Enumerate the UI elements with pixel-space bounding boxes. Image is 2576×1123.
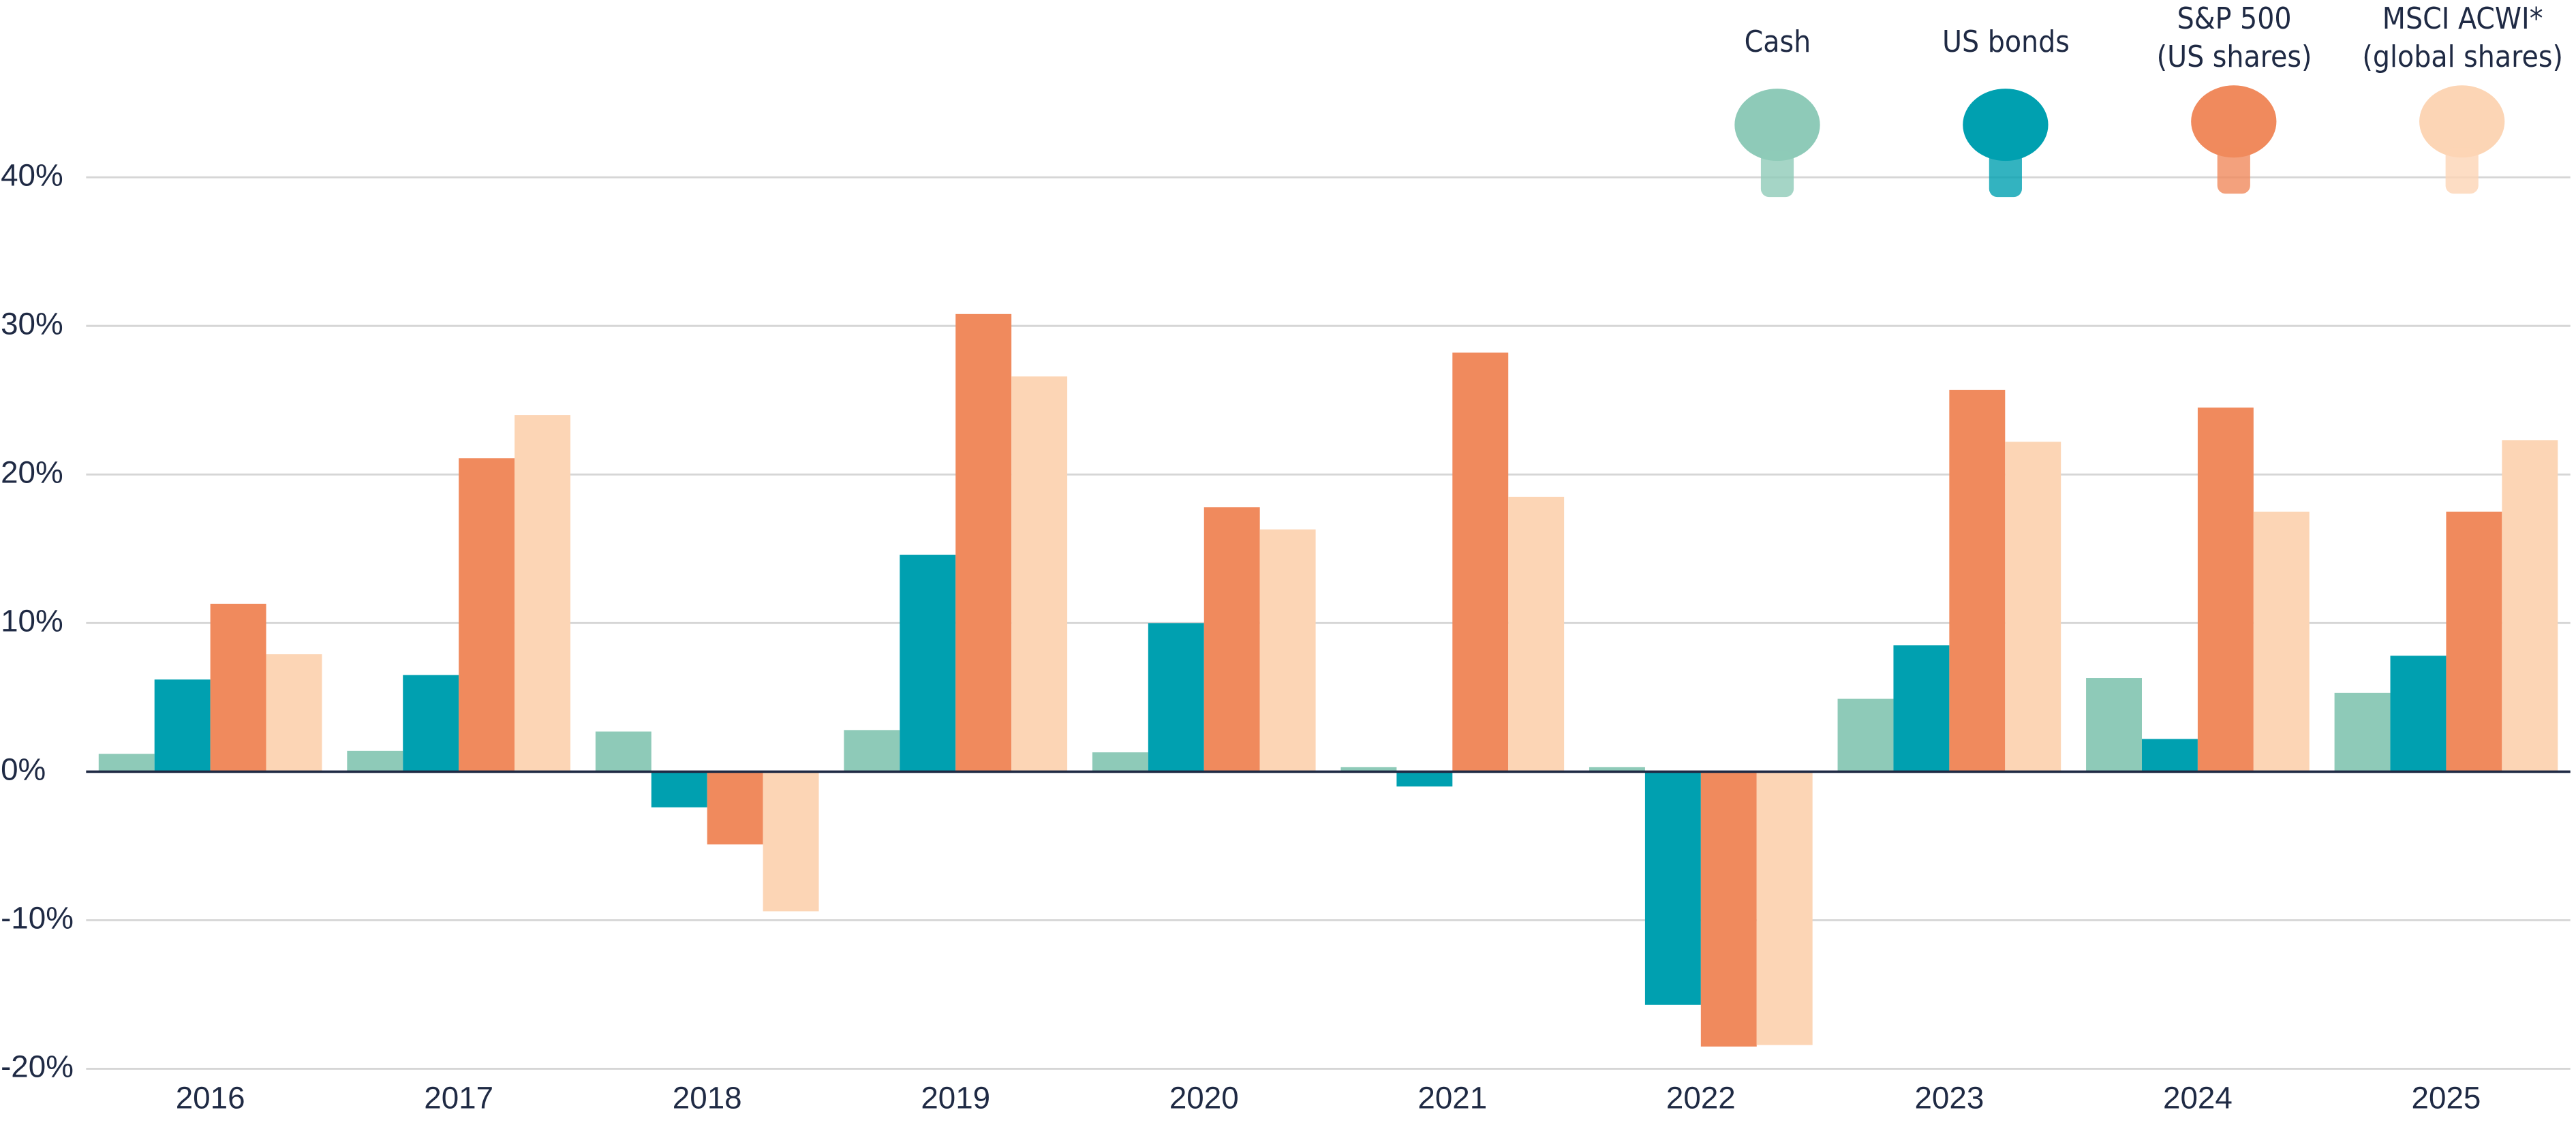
x-tick-label: 2018 [673,1080,742,1115]
bar [2502,440,2558,772]
legend-label: MSCI ACWI* (global shares) [2362,1,2563,74]
bar [2005,442,2061,772]
bar [2253,511,2310,772]
y-tick-label: 40% [1,157,63,192]
bar [763,771,819,912]
bar [844,730,900,772]
legend-figure-legs [1989,151,2022,198]
legend-figure-legs [2217,147,2250,194]
bar [403,675,459,772]
bar [1589,767,1645,772]
bar [1700,771,1757,1047]
x-tick-label: 2022 [1666,1080,1736,1115]
legend-figure-legs [2445,147,2479,194]
bar [1756,771,1813,1045]
x-tick-label: 2021 [1417,1080,1487,1115]
bar [1148,623,1204,772]
y-tick-label: 20% [1,455,63,489]
bar [900,555,956,772]
y-tick-label: -10% [1,901,74,936]
bar [1092,752,1148,772]
bar [1949,390,2006,772]
y-tick-label: -20% [1,1049,74,1084]
bar [1508,497,1565,772]
bar [210,604,266,772]
bar [1396,771,1453,787]
bar [98,754,155,772]
legend-label: Cash [1744,24,1811,59]
legend-label: US bonds [1942,24,2070,59]
bar [707,771,763,845]
bar [1011,376,1068,772]
bar [2197,407,2254,772]
legend-figure [2419,85,2505,158]
bar [955,313,1012,772]
bar [1893,645,1950,772]
bar [651,771,707,807]
legend-figure [1963,89,2049,161]
x-tick-label: 2019 [921,1080,990,1115]
bar [2086,678,2142,772]
x-tick-label: 2023 [1914,1080,1984,1115]
legend-figure-legs [1760,151,1794,198]
x-tick-label: 2017 [424,1080,493,1115]
x-tick-label: 2024 [2163,1080,2233,1115]
legend-figure [1734,89,1820,161]
bar [1203,507,1260,772]
bar [347,750,403,772]
bar [1452,352,1509,772]
y-tick-label: 30% [1,306,63,341]
bar [1837,698,1894,772]
bar [154,679,211,772]
bar [595,731,651,772]
bar [515,415,570,772]
bar [266,654,322,772]
legend-figure [2191,85,2277,158]
bar [1340,767,1397,772]
y-tick-label: 0% [1,752,46,786]
y-tick-label: 10% [1,603,63,638]
bar [1644,771,1701,1005]
x-tick-label: 2016 [176,1080,245,1115]
bar [459,458,515,772]
x-tick-label: 2025 [2412,1080,2481,1115]
bar [2390,656,2447,772]
bar [2446,511,2502,772]
bar [2141,739,2198,772]
bar [2334,692,2391,772]
legend-label: S&P 500 (US shares) [2156,1,2312,74]
x-tick-label: 2020 [1169,1080,1239,1115]
bar [1259,529,1316,772]
